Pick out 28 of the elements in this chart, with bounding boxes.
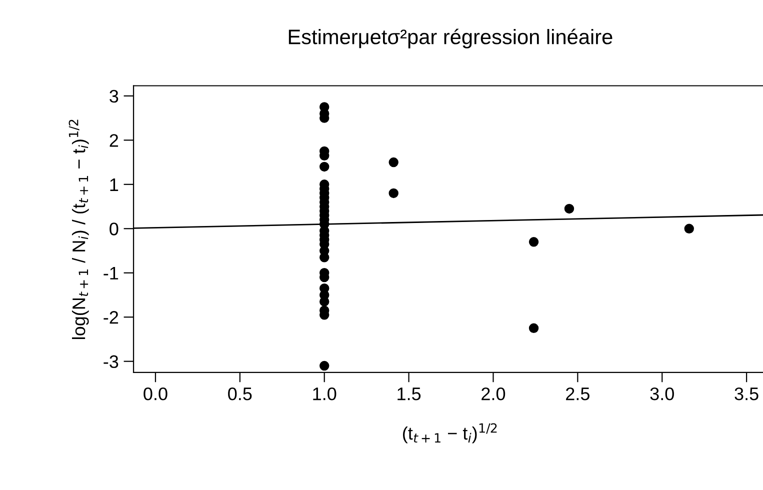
point <box>528 237 539 247</box>
point <box>319 360 330 371</box>
x-axis-title: (t$_{t+1}$ − t$_{i}$)$^{1/2}$ <box>402 423 497 444</box>
x-tick-label: 2.5 <box>566 387 590 400</box>
point <box>528 323 539 334</box>
y-tick-label: 0 <box>110 222 118 236</box>
y-tick-label: 1 <box>110 178 118 191</box>
point <box>684 224 694 234</box>
point <box>388 157 398 168</box>
x-tick-label: 0.5 <box>228 387 252 400</box>
point <box>564 204 574 214</box>
point <box>319 296 330 306</box>
y-tick-label: 2 <box>110 134 118 147</box>
point <box>319 252 330 262</box>
text: log(N$_{t+1}$ / N$_{i}$) / (t$_{t+1}$ − t$_{i}$)$^{1/2}$ <box>68 120 89 339</box>
y-tick-label: 3 <box>110 90 118 103</box>
y-tick-label: -3 <box>104 355 118 368</box>
x-tick-label: 2.0 <box>482 387 506 400</box>
x-tick-label: 0.0 <box>144 387 168 400</box>
y-tick-label: -1 <box>104 266 118 280</box>
y-tick-label: -2 <box>104 311 118 324</box>
x-tick-label: 3.5 <box>734 387 758 400</box>
point <box>319 162 330 172</box>
x-tick-label: 1.0 <box>313 387 336 400</box>
x-tick-label: 1.5 <box>398 388 421 400</box>
x-tick-label: 3.0 <box>650 387 674 400</box>
chart-title: Estimerμetσ²par régression linéaire <box>288 28 612 48</box>
point <box>388 188 398 198</box>
